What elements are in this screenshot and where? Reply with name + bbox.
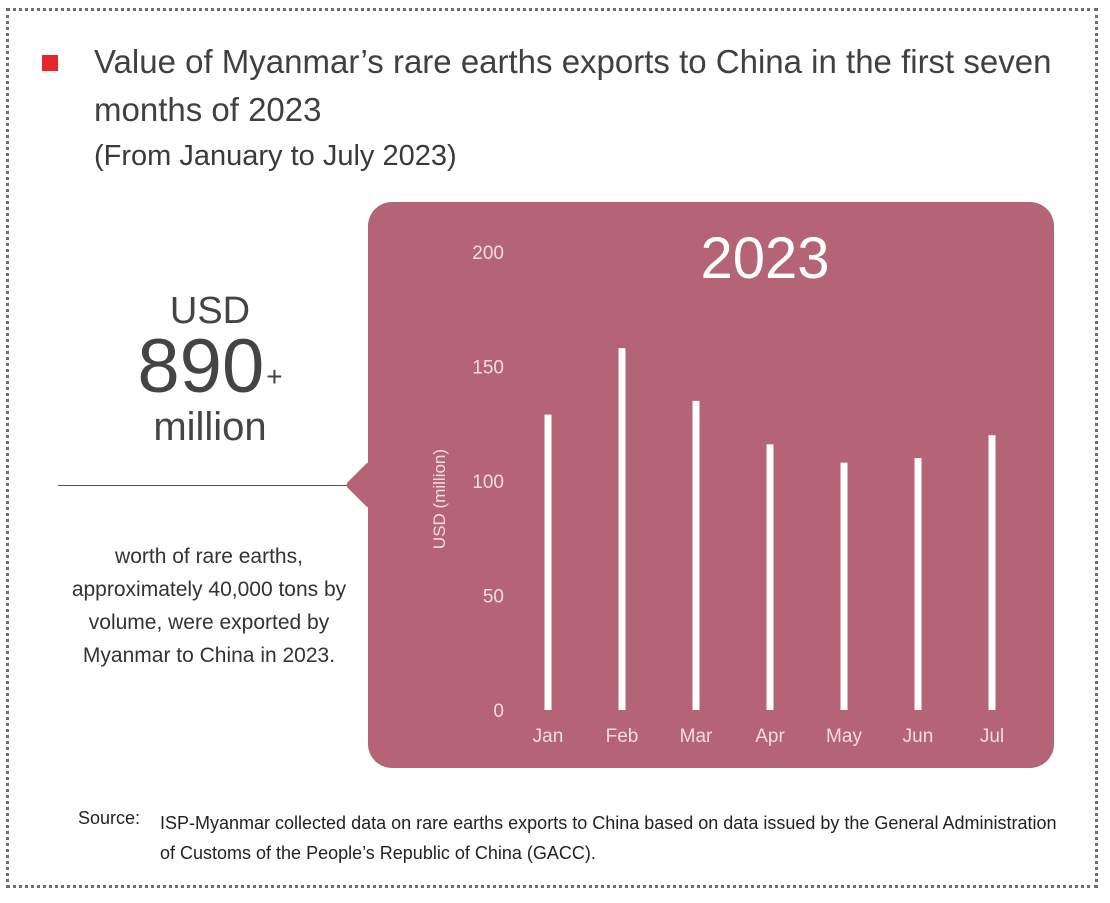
- x-tick-label: May: [826, 726, 862, 747]
- y-tick-label: 50: [483, 587, 504, 608]
- x-tick-label: Feb: [606, 726, 639, 747]
- kpi-unit: million: [153, 405, 267, 449]
- chart-title: Value of Myanmar’s rare earths exports t…: [94, 43, 1052, 128]
- bar-jan: [544, 414, 552, 710]
- x-tick-label: Jul: [980, 726, 1004, 747]
- bar-mar: [692, 400, 700, 710]
- kpi-currency: USD: [169, 290, 251, 332]
- panel-year-label: 2023: [700, 226, 830, 291]
- y-tick-label: 100: [472, 472, 504, 493]
- x-tick-label: Apr: [755, 726, 785, 747]
- x-tick-label: Jun: [903, 726, 934, 747]
- source-label: Source:: [78, 808, 141, 828]
- bars-group: [544, 348, 996, 710]
- y-tick-label: 0: [493, 701, 504, 722]
- kpi-value-number: 890: [137, 324, 265, 409]
- kpi-value: 890+: [60, 325, 360, 409]
- bar-apr: [766, 444, 774, 710]
- x-tick-label: Mar: [680, 726, 713, 747]
- source-text: ISP-Myanmar collected data on rare earth…: [160, 813, 1057, 863]
- bar-feb: [618, 348, 626, 710]
- kpi-plus-sign: +: [266, 361, 283, 392]
- bar-jun: [914, 458, 922, 710]
- dotted-frame: [6, 8, 1098, 888]
- chart-panel: [368, 202, 1054, 768]
- chart-subtitle: (From January to July 2023): [94, 140, 457, 172]
- kpi-divider: [58, 485, 364, 486]
- y-tick-label: 200: [472, 243, 504, 264]
- x-tick-label: Jan: [533, 726, 564, 747]
- kpi-description: worth of rare earths, approximately 40,0…: [71, 545, 347, 667]
- y-ticks-group: 0 50 100 150 200: [472, 243, 504, 722]
- title-bullet-square: [42, 55, 58, 71]
- x-ticks-group: Jan Feb Mar Apr May Jun Jul: [533, 726, 1004, 747]
- bar-chart: 0 50 100 150 200 Jan Feb Mar Apr May Jun Jul USD (…: [430, 243, 1004, 747]
- y-axis-label: USD (million): [430, 449, 449, 549]
- bar-jul: [988, 435, 996, 710]
- y-tick-label: 150: [472, 358, 504, 379]
- bar-may: [840, 462, 848, 710]
